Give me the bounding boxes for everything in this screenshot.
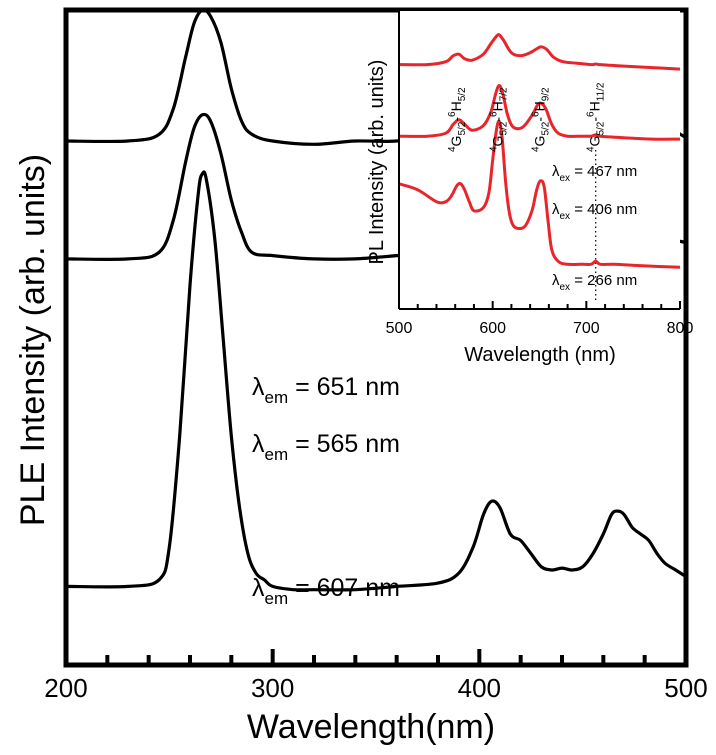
main-x-tick-label: 300: [251, 673, 294, 703]
inset-series-label: λex = 406 nm: [552, 201, 637, 222]
main-series-label: λem = 565 nm: [252, 430, 400, 464]
inset-series-label: λex = 266 nm: [552, 272, 637, 293]
main-series-label: λem = 607 nm: [252, 574, 400, 608]
main-series-labels: λem = 651 nm λem = 565 nm λem = 607 nm: [252, 373, 400, 608]
inset-series-line: [398, 84, 681, 141]
inset-x-axis-label: Wavelength (nm): [464, 344, 616, 366]
main-series-line: [65, 170, 687, 592]
main-x-tick-label: 500: [664, 673, 707, 703]
inset-x-tick-label: 600: [479, 320, 506, 337]
inset-transition-label: 4G5/2-6H9/2: [530, 87, 551, 152]
inset-transition-label: 4G5/2-6H7/2: [488, 87, 509, 152]
main-x-tick-label: 400: [458, 673, 501, 703]
main-y-axis-label: PLE Intensity (arb. units): [14, 154, 52, 526]
inset-x-tick-labels: 500 600 700 800: [386, 320, 694, 337]
inset-x-tick-label: 800: [667, 320, 694, 337]
inset-transition-label: 4G5/2-6H11/2: [586, 82, 607, 152]
main-x-tick-label: 200: [44, 673, 87, 703]
inset-transition-label: 4G5/2-6H5/2: [447, 87, 468, 152]
inset-transition-labels: 4G5/2-6H5/2 4G5/2-6H7/2 4G5/2-6H9/2 4G5/2-6…: [447, 82, 607, 152]
inset-series-labels: λex = 467 nm λex = 406 nm λex = 266 nm: [552, 163, 637, 293]
inset-series-line: [398, 119, 681, 269]
inset-y-axis-label: PL Intensity (arb. units): [366, 60, 388, 265]
inset-x-tick-label: 500: [386, 320, 413, 337]
inset-series-label: λex = 467 nm: [552, 163, 637, 184]
inset-series-lines: [398, 33, 681, 269]
main-x-tick-labels: 200 300 400 500: [44, 673, 707, 703]
inset-x-tick-label: 700: [573, 320, 600, 337]
main-plot-frame: [63, 7, 689, 668]
main-x-ticks: [64, 649, 688, 665]
main-x-axis-label: Wavelength(nm): [247, 708, 495, 746]
inset-series-line: [398, 33, 681, 71]
main-series-label: λem = 651 nm: [252, 373, 400, 407]
